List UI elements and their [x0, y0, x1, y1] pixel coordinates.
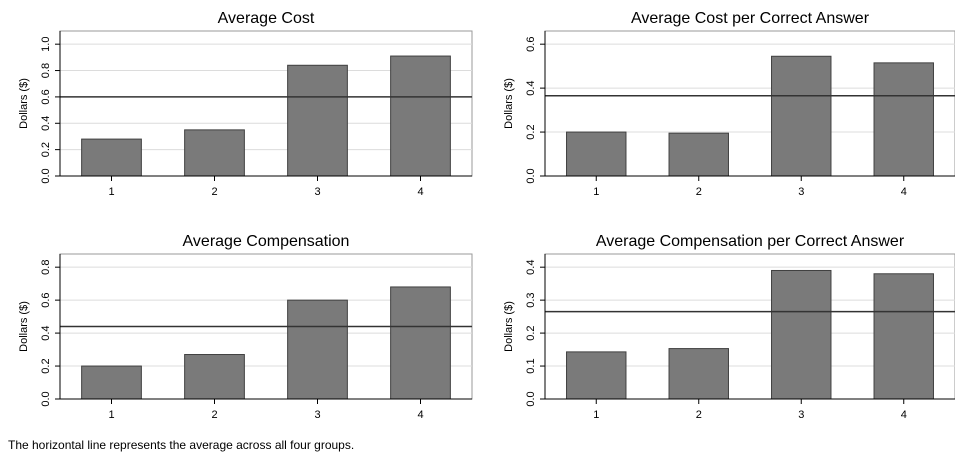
y-tick-label: 0.0	[40, 391, 52, 406]
chart-title: Average Cost per Correct Answer	[631, 10, 870, 27]
bar-group-4	[390, 286, 451, 400]
chart-panel-compensation-per-correct: 0.0 0.1 0.2 0.3 0.4 1 2 3 4 Dollars ($) Average Co…	[503, 233, 955, 421]
chart-title: Average Compensation	[183, 233, 350, 250]
bar-group-4	[873, 62, 934, 177]
x-tick-label: 3	[314, 186, 320, 198]
x-tick-label: 2	[211, 409, 217, 421]
figure-caption: The horizontal line represents the avera…	[8, 438, 355, 452]
y-tick-label: 0.6	[40, 89, 52, 104]
y-tick-label: 0.0	[525, 168, 537, 183]
y-tick-label: 1.0	[40, 37, 52, 52]
y-tick-label: 0.8	[40, 260, 52, 275]
bar-group-3	[771, 55, 832, 177]
y-axis-title: Dollars ($)	[18, 78, 30, 129]
bar-group-2	[184, 354, 245, 400]
y-tick-label: 0.4	[525, 260, 537, 275]
x-tick-label: 1	[108, 409, 114, 421]
x-tick-label: 3	[798, 409, 804, 421]
bar-group-4	[873, 273, 934, 400]
x-tick-label: 2	[696, 409, 702, 421]
chart-grid: 0.0 0.2 0.4 0.6 0.8 1.0 1 2 3 4 Dollars ($) Average…	[18, 10, 955, 421]
bar-group-4	[390, 55, 451, 177]
bar-group-1	[566, 131, 627, 177]
chart-panel-average-compensation: 0.0 0.2 0.4 0.6 0.8 1 2 3 4 Dollars ($) Average Co…	[18, 233, 473, 421]
y-axis-title: Dollars ($)	[18, 301, 30, 352]
y-tick-label: 0.4	[40, 325, 52, 340]
chart-panel-cost-per-correct: 0.0 0.2 0.4 0.6 1 2 3 4 Dollars ($) Average Cost …	[503, 10, 955, 198]
x-tick-label: 3	[314, 409, 320, 421]
x-tick-label: 1	[593, 409, 599, 421]
bar-group-3	[287, 64, 348, 177]
bar-group-2	[668, 348, 729, 400]
x-tick-label: 4	[901, 186, 907, 198]
y-tick-label: 0.4	[40, 116, 52, 131]
x-tick-label: 4	[901, 409, 907, 421]
bar-group-2	[184, 129, 245, 177]
y-tick-label: 0.4	[525, 80, 537, 95]
chart-panel-average-cost: 0.0 0.2 0.4 0.6 0.8 1.0 1 2 3 4 Dollars ($) Average…	[18, 10, 473, 198]
x-tick-label: 1	[108, 186, 114, 198]
x-tick-label: 2	[696, 186, 702, 198]
y-tick-label: 0.2	[40, 142, 52, 157]
bar-group-1	[81, 138, 142, 177]
bar-group-1	[566, 351, 627, 400]
bar-group-3	[287, 299, 348, 400]
y-axis-title: Dollars ($)	[503, 78, 515, 129]
x-tick-label: 4	[417, 186, 423, 198]
y-tick-label: 0.2	[525, 124, 537, 139]
y-tick-label: 0.3	[525, 292, 537, 307]
y-tick-label: 0.6	[525, 37, 537, 52]
y-tick-label: 0.2	[525, 325, 537, 340]
y-tick-label: 0.0	[525, 391, 537, 406]
x-tick-label: 3	[798, 186, 804, 198]
y-tick-label: 0.6	[40, 292, 52, 307]
y-tick-label: 0.2	[40, 358, 52, 373]
chart-title: Average Compensation per Correct Answer	[596, 233, 905, 250]
bar-group-1	[81, 365, 142, 400]
y-tick-label: 0.0	[40, 168, 52, 183]
bar-group-3	[771, 269, 832, 400]
x-tick-label: 2	[211, 186, 217, 198]
y-tick-label: 0.8	[40, 63, 52, 78]
y-axis-title: Dollars ($)	[503, 301, 515, 352]
x-tick-label: 4	[417, 409, 423, 421]
chart-title: Average Cost	[218, 10, 315, 27]
bar-group-2	[668, 132, 729, 177]
y-tick-label: 0.1	[525, 358, 537, 373]
x-tick-label: 1	[593, 186, 599, 198]
